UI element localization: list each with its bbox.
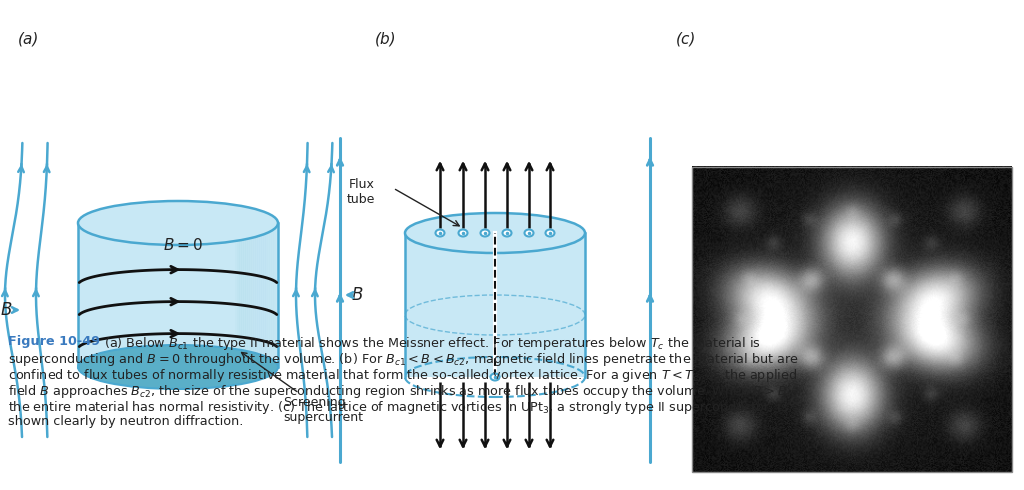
Ellipse shape xyxy=(78,201,278,245)
Text: $B$: $B$ xyxy=(0,301,12,319)
Ellipse shape xyxy=(490,373,500,381)
Polygon shape xyxy=(253,223,258,367)
Text: Screening
supercurrent: Screening supercurrent xyxy=(242,352,362,424)
Polygon shape xyxy=(406,233,585,377)
Text: confined to flux tubes of normally resistive material that form the so-called vo: confined to flux tubes of normally resis… xyxy=(8,367,797,384)
Polygon shape xyxy=(234,223,240,367)
Text: (a): (a) xyxy=(18,32,39,47)
Ellipse shape xyxy=(503,229,512,237)
Text: field $B$ approaches $B_{c2}$, the size of the superconducting region shrinks as: field $B$ approaches $B_{c2}$, the size … xyxy=(8,383,802,400)
Polygon shape xyxy=(243,223,248,367)
Ellipse shape xyxy=(524,229,534,237)
Text: (a) Below $B_{c1}$ the type II material shows the Meissner effect. For temperatu: (a) Below $B_{c1}$ the type II material … xyxy=(96,335,761,352)
Ellipse shape xyxy=(459,229,468,237)
Bar xyxy=(692,167,1012,472)
Text: Figure 10-49: Figure 10-49 xyxy=(8,335,100,348)
Polygon shape xyxy=(249,223,254,367)
Polygon shape xyxy=(245,223,250,367)
Ellipse shape xyxy=(546,229,555,237)
Text: $B = 0$: $B = 0$ xyxy=(163,237,203,253)
Ellipse shape xyxy=(435,229,444,237)
Ellipse shape xyxy=(406,213,585,253)
Polygon shape xyxy=(251,223,256,367)
Text: $B$: $B$ xyxy=(351,286,364,304)
Polygon shape xyxy=(78,223,278,367)
Text: the entire material has normal resistivity. (c) The lattice of magnetic vortices: the entire material has normal resistivi… xyxy=(8,399,788,416)
Polygon shape xyxy=(239,223,244,367)
Text: superconducting and $B = 0$ throughout the volume. (b) For $B_{c1} < B < B_{c2}$: superconducting and $B = 0$ throughout t… xyxy=(8,351,799,368)
Text: (b): (b) xyxy=(375,32,396,47)
Text: Flux
tube: Flux tube xyxy=(347,178,375,206)
Polygon shape xyxy=(247,223,252,367)
Text: shown clearly by neutron diffraction.: shown clearly by neutron diffraction. xyxy=(8,415,244,428)
Text: (c): (c) xyxy=(676,32,696,47)
Polygon shape xyxy=(237,223,242,367)
Ellipse shape xyxy=(480,229,489,237)
Polygon shape xyxy=(241,223,246,367)
Ellipse shape xyxy=(78,345,278,389)
